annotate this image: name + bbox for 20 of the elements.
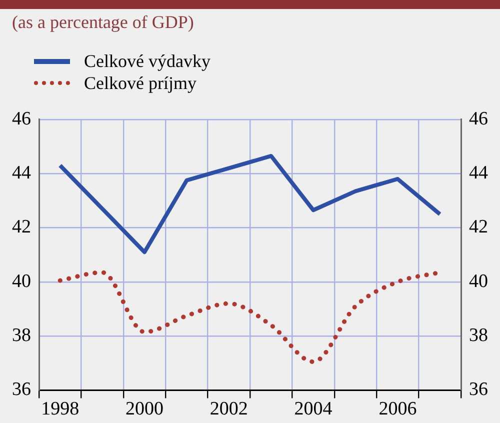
y2-tick-label: 38: [469, 325, 488, 346]
chart-title: (as a percentage of GDP): [12, 12, 194, 33]
x-tick-label: 1998: [41, 398, 80, 420]
y-tick-label: 40: [12, 270, 31, 292]
y2-tick-label: 44: [469, 162, 488, 184]
legend-label: Celkové príjmy: [84, 72, 196, 94]
y-tick-label: 36: [12, 379, 31, 400]
x-tick-label: 2002: [210, 398, 248, 420]
y2-tick-label: 42: [469, 216, 488, 238]
y-tick-label: 42: [12, 216, 31, 238]
y2-tick-label: 36: [469, 379, 488, 400]
y2-tick-label: 46: [469, 108, 488, 130]
x-tick-label: 2004: [294, 398, 333, 420]
x-tick-label: 2006: [378, 398, 417, 420]
y-tick-label: 44: [12, 162, 32, 184]
y-tick-label: 46: [12, 108, 31, 130]
x-tick-label: 2000: [126, 398, 164, 420]
legend-label: Celkové výdavky: [84, 50, 210, 72]
y-tick-label: 38: [12, 325, 31, 346]
y2-tick-label: 40: [469, 270, 488, 292]
